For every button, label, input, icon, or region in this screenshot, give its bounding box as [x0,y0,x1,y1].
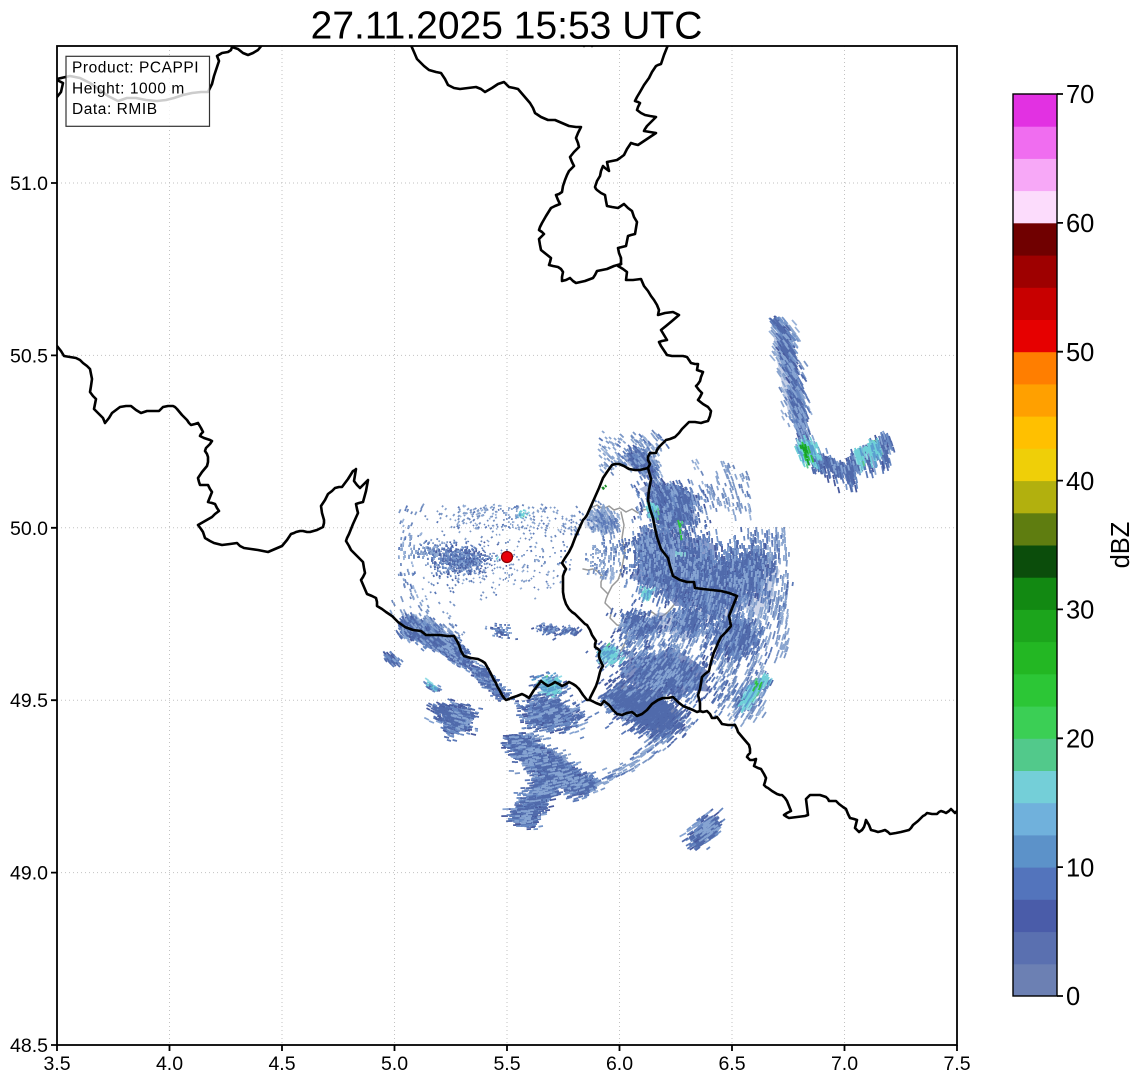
svg-text:dBZ: dBZ [1107,522,1135,569]
svg-text:49.5: 49.5 [10,690,48,712]
svg-text:60: 60 [1066,210,1094,238]
svg-text:30: 30 [1066,597,1094,625]
svg-text:Height: 1000 m: Height: 1000 m [72,81,185,98]
svg-text:4.0: 4.0 [156,1053,183,1075]
svg-text:7.5: 7.5 [943,1053,970,1075]
svg-text:51.0: 51.0 [10,173,48,195]
svg-text:7.0: 7.0 [831,1053,858,1075]
svg-text:3.5: 3.5 [43,1053,70,1075]
svg-text:4.5: 4.5 [268,1053,295,1075]
svg-text:20: 20 [1066,726,1094,754]
svg-text:Product: PCAPPI: Product: PCAPPI [72,60,199,77]
svg-text:0: 0 [1066,983,1080,1011]
svg-text:6.5: 6.5 [718,1053,745,1075]
svg-text:27.11.2025 15:53 UTC: 27.11.2025 15:53 UTC [311,5,703,48]
svg-text:40: 40 [1066,468,1094,496]
svg-text:50.0: 50.0 [10,518,48,540]
svg-text:5.5: 5.5 [493,1053,520,1075]
svg-text:48.5: 48.5 [10,1035,48,1057]
svg-text:6.0: 6.0 [606,1053,633,1075]
svg-text:Data: RMIB: Data: RMIB [72,101,158,118]
svg-text:50: 50 [1066,339,1094,367]
svg-text:5.0: 5.0 [381,1053,408,1075]
svg-text:10: 10 [1066,854,1094,882]
svg-text:50.5: 50.5 [10,345,48,367]
svg-text:49.0: 49.0 [10,863,48,885]
svg-text:70: 70 [1066,81,1094,109]
